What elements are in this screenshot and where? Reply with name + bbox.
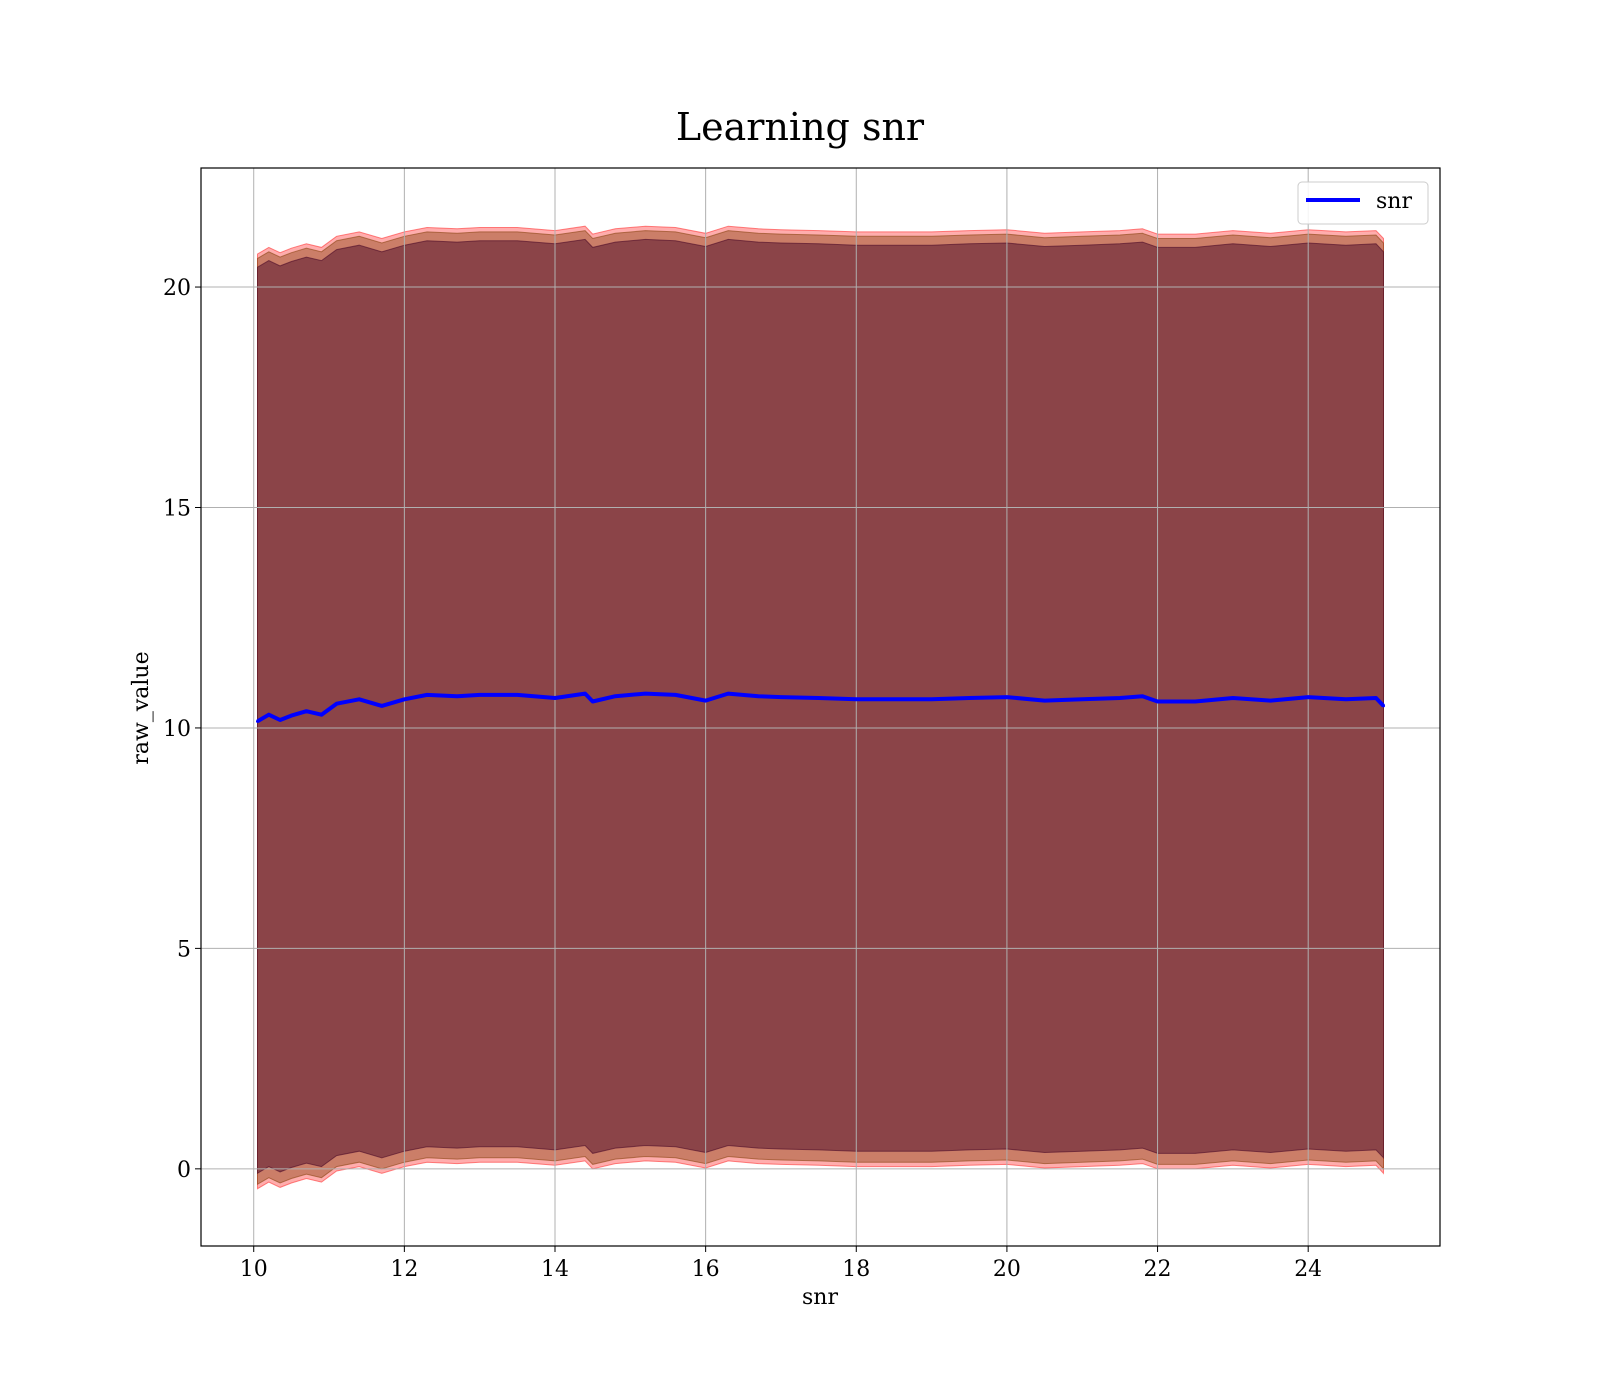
series-line-snr	[256, 691, 1385, 724]
point-snr-7	[357, 697, 361, 701]
legend-box	[1297, 181, 1429, 225]
x-axis-ticks: 10 12 14 16 18 20 22 24	[240, 1246, 1322, 1282]
point-snr-33	[1140, 694, 1144, 698]
point-snr-23	[779, 695, 783, 699]
y-tick-label-10: 10	[163, 717, 191, 742]
point-snr-3	[289, 714, 293, 718]
plot-area	[200, 167, 1441, 1247]
x-tick-label-20: 20	[993, 1257, 1021, 1282]
y-axis-ticks: 0 5 10 15 20	[163, 276, 201, 1183]
point-snr-37	[1269, 699, 1273, 703]
point-snr-9	[402, 697, 406, 701]
point-snr-21	[726, 692, 730, 696]
point-snr-36	[1231, 696, 1235, 700]
point-snr-11	[455, 694, 459, 698]
x-tick-label-22: 22	[1144, 1257, 1172, 1282]
point-snr-5	[320, 713, 324, 717]
point-snr-16	[591, 699, 595, 703]
chart-title: Learning snr	[676, 105, 925, 149]
point-snr-0	[255, 719, 259, 723]
y-tick-label-20: 20	[163, 276, 191, 301]
point-snr-38	[1306, 695, 1310, 699]
y-tick-label-5: 5	[177, 937, 191, 962]
point-snr-35	[1193, 699, 1197, 703]
y-tick-label-15: 15	[163, 496, 191, 521]
x-tick-label-16: 16	[692, 1257, 720, 1282]
legend-label-snr: snr	[1376, 189, 1412, 214]
confidence-bands	[257, 225, 1384, 1190]
point-snr-41	[1382, 704, 1386, 708]
point-snr-20	[704, 699, 708, 703]
point-snr-25	[854, 697, 858, 701]
x-axis-label: snr	[802, 1285, 838, 1310]
grid-lines	[201, 168, 1440, 1246]
point-snr-6	[335, 702, 339, 706]
point-snr-4	[304, 709, 308, 713]
point-snr-28	[967, 696, 971, 700]
x-tick-label-24: 24	[1294, 1257, 1322, 1282]
point-snr-12	[478, 693, 482, 697]
point-snr-18	[643, 692, 647, 696]
x-tick-label-12: 12	[390, 1257, 418, 1282]
point-snr-10	[425, 693, 429, 697]
point-snr-31	[1080, 697, 1084, 701]
plot-frame	[200, 167, 1441, 1247]
point-snr-15	[583, 692, 587, 696]
point-snr-14	[553, 696, 557, 700]
point-snr-1	[267, 713, 271, 717]
point-snr-27	[930, 697, 934, 701]
point-snr-13	[515, 693, 519, 697]
point-snr-26	[892, 697, 896, 701]
point-snr-40	[1374, 696, 1378, 700]
point-snr-32	[1118, 696, 1122, 700]
point-snr-8	[380, 704, 384, 708]
x-tick-label-10: 10	[240, 1257, 268, 1282]
x-tick-label-14: 14	[541, 1257, 569, 1282]
series-lines	[255, 691, 1386, 724]
x-tick-label-18: 18	[842, 1257, 870, 1282]
legend: snr	[1297, 181, 1429, 225]
point-snr-29	[1005, 695, 1009, 699]
point-snr-22	[756, 694, 760, 698]
y-tick-label-0: 0	[177, 1158, 191, 1183]
band-2	[257, 238, 1384, 1175]
point-snr-17	[613, 694, 617, 698]
y-axis-label: raw_value	[129, 651, 154, 764]
point-snr-34	[1156, 699, 1160, 703]
point-snr-39	[1344, 697, 1348, 701]
point-snr-24	[817, 696, 821, 700]
point-snr-2	[278, 718, 282, 722]
point-snr-30	[1043, 699, 1047, 703]
point-snr-19	[674, 693, 678, 697]
